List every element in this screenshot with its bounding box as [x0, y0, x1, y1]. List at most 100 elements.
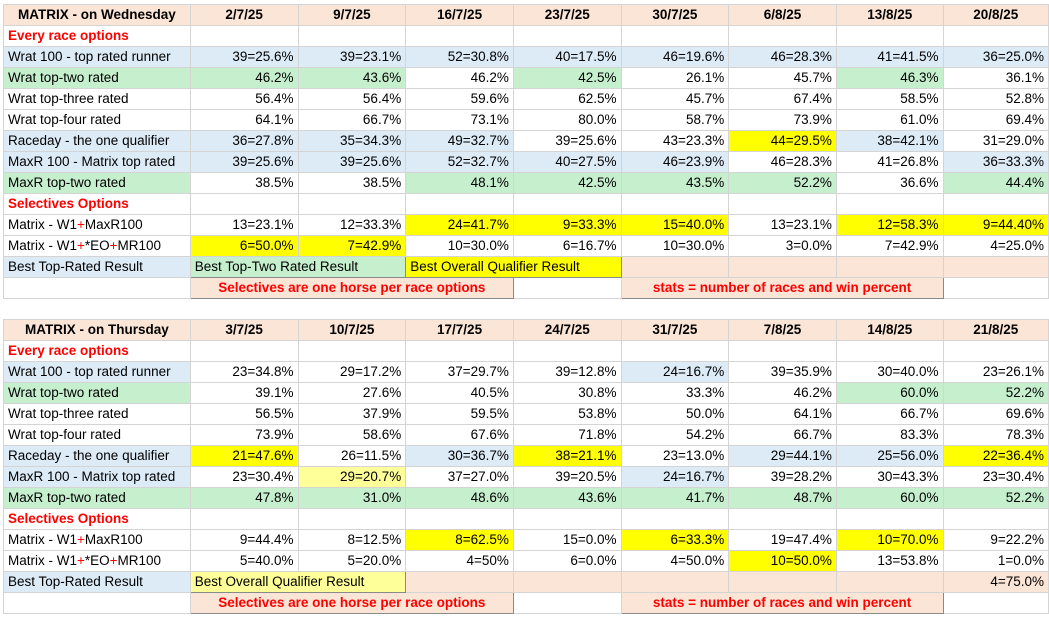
value-cell[interactable]: 73.9%: [728, 109, 837, 131]
empty-cell[interactable]: [189, 508, 299, 530]
empty-cell[interactable]: [620, 25, 730, 47]
row-label[interactable]: Wrat 100 - top rated runner: [3, 46, 191, 68]
value-cell[interactable]: 83.3%: [835, 424, 944, 446]
value-cell[interactable]: 43.6%: [297, 67, 407, 89]
date-header[interactable]: 2/7/25: [189, 4, 299, 26]
value-cell[interactable]: 59.6%: [405, 88, 514, 110]
value-cell[interactable]: 78.3%: [942, 424, 1049, 446]
empty-cell[interactable]: [728, 571, 837, 593]
value-cell[interactable]: 64.1%: [189, 109, 299, 131]
value-cell[interactable]: 43=23.3%: [620, 130, 730, 152]
row-label[interactable]: Matrix - W1+MaxR100: [3, 214, 191, 236]
row-label[interactable]: MaxR top-two rated: [3, 172, 191, 194]
value-cell[interactable]: 4=25.0%: [942, 235, 1049, 257]
value-cell[interactable]: 10=30.0%: [620, 235, 730, 257]
value-cell[interactable]: 38=42.1%: [835, 130, 944, 152]
row-label[interactable]: Wrat top-four rated: [3, 109, 191, 131]
empty-cell[interactable]: [728, 508, 837, 530]
value-cell[interactable]: 46.2%: [728, 382, 837, 404]
empty-cell[interactable]: [512, 508, 622, 530]
value-cell[interactable]: 42.5%: [512, 172, 622, 194]
empty-cell[interactable]: [942, 508, 1049, 530]
date-header[interactable]: 23/7/25: [512, 4, 622, 26]
empty-cell[interactable]: [942, 277, 1049, 299]
empty-cell[interactable]: [835, 571, 944, 593]
empty-cell[interactable]: [512, 340, 622, 362]
value-cell[interactable]: 31=29.0%: [942, 130, 1049, 152]
empty-cell[interactable]: [512, 592, 622, 614]
value-cell[interactable]: 9=33.3%: [512, 214, 622, 236]
value-cell[interactable]: 73.1%: [405, 109, 514, 131]
date-header[interactable]: 10/7/25: [297, 319, 407, 341]
value-cell[interactable]: 45.7%: [620, 88, 730, 110]
date-header[interactable]: 16/7/25: [405, 4, 514, 26]
value-cell[interactable]: 46.2%: [405, 67, 514, 89]
empty-cell[interactable]: [512, 193, 622, 215]
empty-cell[interactable]: [297, 25, 407, 47]
value-cell[interactable]: 35=34.3%: [297, 130, 407, 152]
value-cell[interactable]: 19=47.4%: [728, 529, 837, 551]
row-label[interactable]: MaxR top-two rated: [3, 487, 191, 509]
value-cell[interactable]: 48.6%: [405, 487, 514, 509]
note-selectives[interactable]: Selectives are one horse per race option…: [189, 592, 514, 614]
value-cell[interactable]: 36=33.3%: [942, 151, 1049, 173]
value-cell[interactable]: 39=25.6%: [512, 130, 622, 152]
value-cell[interactable]: 4=50%: [405, 550, 514, 572]
row-label[interactable]: Wrat 100 - top rated runner: [3, 361, 191, 383]
value-cell[interactable]: 6=0.0%: [512, 550, 622, 572]
value-cell[interactable]: 45.7%: [728, 67, 837, 89]
value-cell[interactable]: 8=12.5%: [297, 529, 407, 551]
value-cell[interactable]: 13=53.8%: [835, 550, 944, 572]
value-cell[interactable]: 24=16.7%: [620, 466, 730, 488]
row-label[interactable]: Matrix - W1+*EO+MR100: [3, 550, 191, 572]
date-header[interactable]: 14/8/25: [835, 319, 944, 341]
value-cell[interactable]: 36.6%: [835, 172, 944, 194]
value-cell[interactable]: 15=40.0%: [620, 214, 730, 236]
value-cell[interactable]: 26=11.5%: [297, 445, 407, 467]
value-cell[interactable]: 54.2%: [620, 424, 730, 446]
empty-cell[interactable]: [297, 193, 407, 215]
value-cell[interactable]: 52.8%: [942, 88, 1049, 110]
value-cell[interactable]: 40.5%: [405, 382, 514, 404]
row-label[interactable]: Matrix - W1+MaxR100: [3, 529, 191, 551]
value-cell[interactable]: 62.5%: [512, 88, 622, 110]
value-cell[interactable]: 5=40.0%: [189, 550, 299, 572]
section-label[interactable]: Selectives Options: [3, 193, 191, 215]
value-cell[interactable]: 39=35.9%: [728, 361, 837, 383]
value-cell[interactable]: 46=28.3%: [728, 46, 837, 68]
value-cell[interactable]: 39=12.8%: [512, 361, 622, 383]
value-cell[interactable]: 36=27.8%: [189, 130, 299, 152]
value-cell[interactable]: 46=19.6%: [620, 46, 730, 68]
value-cell[interactable]: 36=25.0%: [942, 46, 1049, 68]
value-cell[interactable]: 12=58.3%: [835, 214, 944, 236]
empty-cell[interactable]: [620, 256, 730, 278]
empty-cell[interactable]: [942, 256, 1049, 278]
date-header[interactable]: 3/7/25: [189, 319, 299, 341]
value-cell[interactable]: 39=20.5%: [512, 466, 622, 488]
value-cell[interactable]: 30.8%: [512, 382, 622, 404]
date-header[interactable]: 24/7/25: [512, 319, 622, 341]
legend-overall[interactable]: Best Overall Qualifier Result: [405, 256, 622, 278]
value-cell[interactable]: 29=20.7%: [297, 466, 407, 488]
value-cell[interactable]: 46=23.9%: [620, 151, 730, 173]
value-cell[interactable]: 69.6%: [942, 403, 1049, 425]
value-cell[interactable]: 10=50.0%: [728, 550, 837, 572]
value-cell[interactable]: 29=44.1%: [728, 445, 837, 467]
empty-cell[interactable]: [189, 25, 299, 47]
value-cell[interactable]: 58.7%: [620, 109, 730, 131]
value-cell[interactable]: 22=36.4%: [942, 445, 1049, 467]
value-cell[interactable]: 7=42.9%: [297, 235, 407, 257]
row-label[interactable]: MaxR 100 - Matrix top rated: [3, 151, 191, 173]
value-cell[interactable]: 31.0%: [297, 487, 407, 509]
value-cell[interactable]: 52=32.7%: [405, 151, 514, 173]
value-cell[interactable]: 9=22.2%: [942, 529, 1049, 551]
empty-cell[interactable]: [620, 340, 730, 362]
value-cell[interactable]: 73.9%: [189, 424, 299, 446]
value-cell[interactable]: 24=16.7%: [620, 361, 730, 383]
empty-cell[interactable]: [835, 256, 944, 278]
empty-cell[interactable]: [835, 25, 944, 47]
date-header[interactable]: 31/7/25: [620, 319, 730, 341]
value-cell[interactable]: 4=75.0%: [942, 571, 1049, 593]
value-cell[interactable]: 23=13.0%: [620, 445, 730, 467]
value-cell[interactable]: 26.1%: [620, 67, 730, 89]
